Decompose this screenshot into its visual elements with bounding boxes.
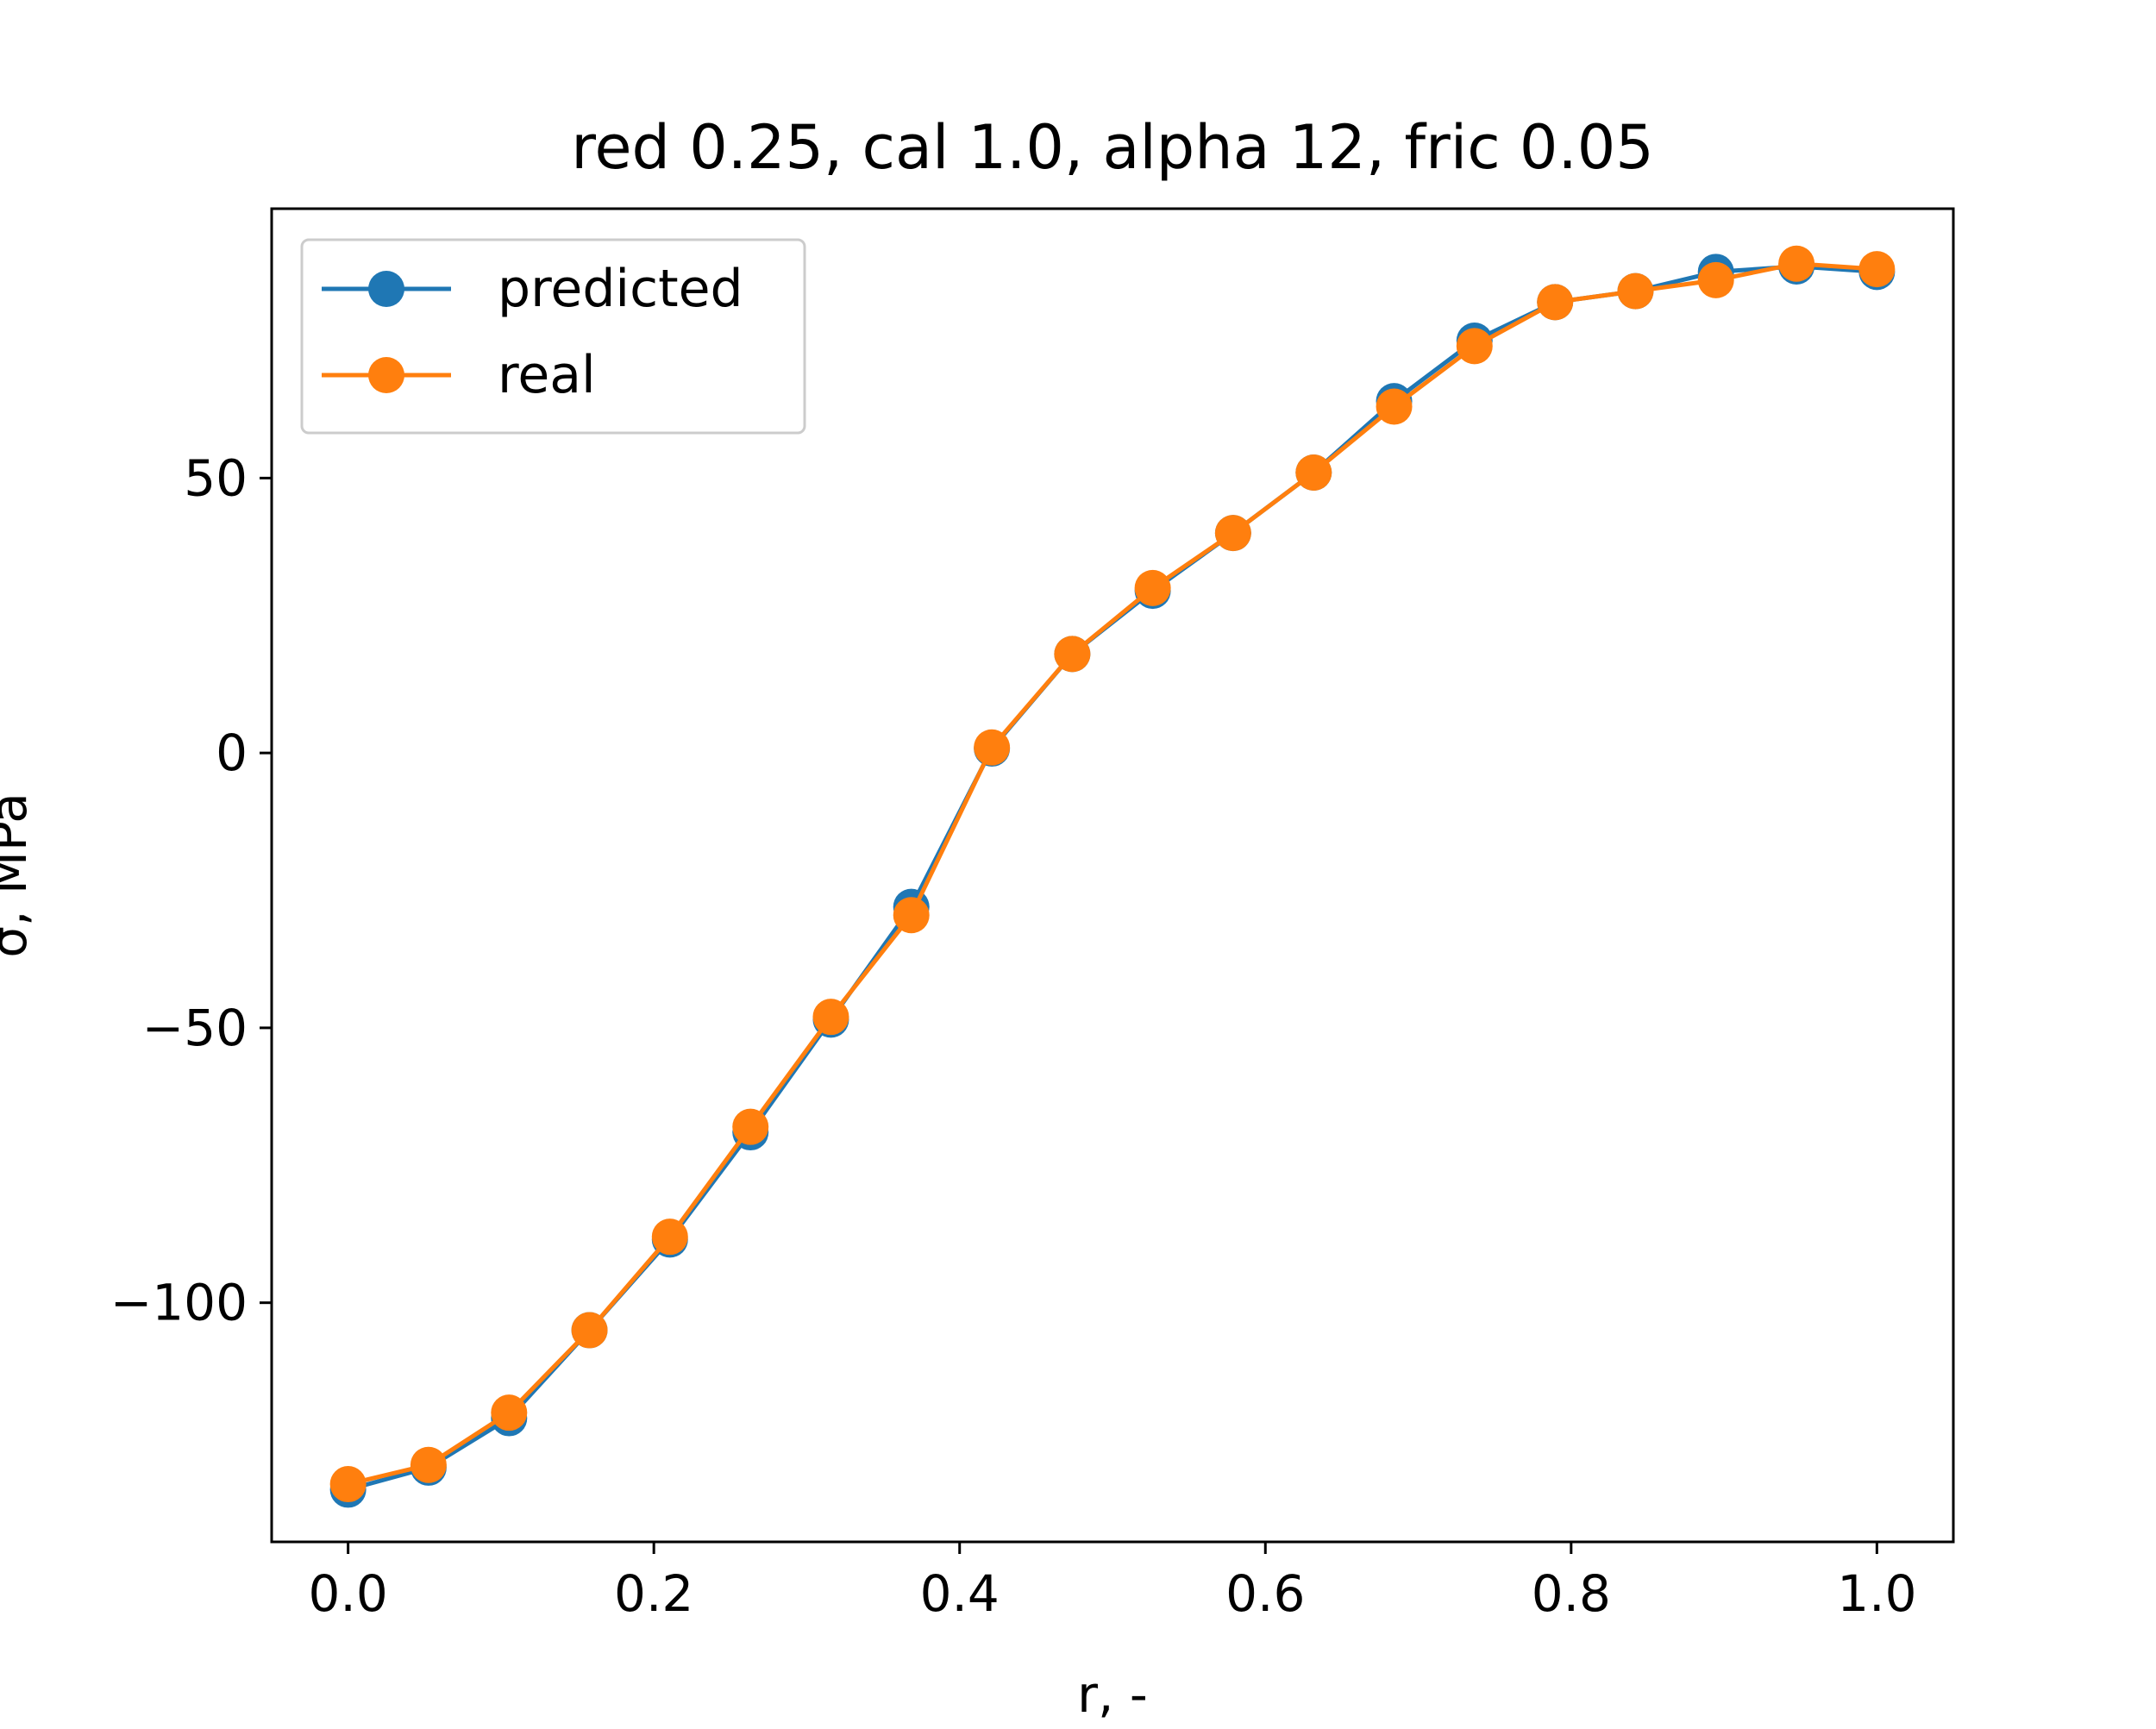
legend-label: predicted	[498, 259, 743, 319]
data-point-real	[1456, 328, 1493, 365]
data-point-real	[1537, 284, 1574, 321]
legend-marker	[368, 271, 404, 307]
data-point-real	[329, 1466, 367, 1503]
legend-item-real: real	[322, 345, 596, 405]
series-line-predicted	[347, 264, 1877, 1492]
x-tick-label: 0.4	[920, 1564, 1000, 1623]
x-tick-label: 0.8	[1532, 1564, 1611, 1623]
data-point-real	[1778, 245, 1815, 282]
data-point-real	[651, 1218, 688, 1256]
x-tick-label: 0.0	[309, 1564, 388, 1623]
x-tick-label: 0.2	[614, 1564, 693, 1623]
data-point-real	[732, 1108, 769, 1145]
data-point-real	[1295, 454, 1332, 492]
legend-label: real	[498, 345, 596, 405]
series-real	[329, 245, 1896, 1503]
y-tick-label: 50	[184, 448, 248, 507]
data-point-real	[1376, 388, 1413, 425]
data-point-real	[974, 729, 1011, 766]
series-predicted	[329, 247, 1896, 1508]
legend: predicted real	[300, 238, 806, 435]
y-tick-label: −50	[142, 999, 248, 1057]
x-axis: 0.0 0.2 0.4 0.6 0.8 1.0	[309, 1542, 1916, 1623]
data-point-real	[1617, 273, 1654, 310]
plot-layer	[329, 245, 1896, 1508]
x-tick-label: 1.0	[1837, 1564, 1916, 1623]
data-point-real	[1054, 636, 1091, 673]
data-point-real	[812, 999, 849, 1036]
y-tick-label: 0	[216, 724, 248, 782]
x-axis-label: r, -	[1077, 1665, 1148, 1724]
data-point-real	[893, 897, 930, 934]
series-line-real	[348, 261, 1877, 1487]
plot-frame	[270, 207, 1955, 1544]
chart-title: red 0.25, cal 1.0, alpha 12, fric 0.05	[571, 112, 1654, 183]
data-point-real	[410, 1446, 447, 1483]
x-tick-label: 0.6	[1225, 1564, 1305, 1623]
y-axis: −100 −50 0 50	[110, 448, 272, 1332]
data-point-real	[1214, 515, 1251, 552]
legend-marker	[368, 357, 404, 393]
y-tick-label: −100	[110, 1274, 248, 1332]
data-point-real	[491, 1394, 528, 1431]
data-point-real	[1697, 261, 1734, 298]
data-point-real	[1858, 251, 1896, 288]
y-axis-label: σ, MPa	[0, 792, 38, 958]
legend-item-predicted: predicted	[322, 259, 743, 319]
data-point-real	[1134, 569, 1171, 606]
data-point-real	[571, 1312, 608, 1349]
